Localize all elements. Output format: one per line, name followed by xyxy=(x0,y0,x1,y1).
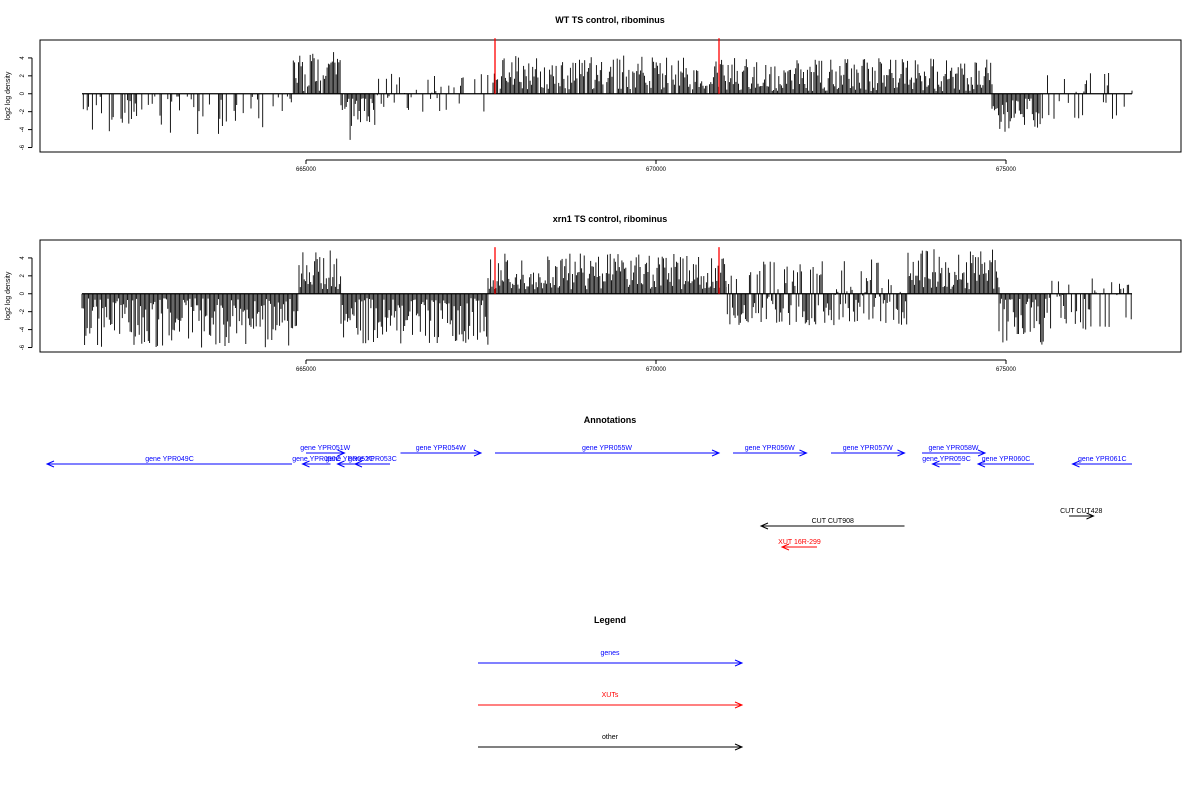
legend-arrowhead xyxy=(734,701,744,709)
feature-label: CUT CUT908 xyxy=(812,518,854,525)
annotation-feature: gene YPR059C xyxy=(922,456,971,468)
y-tick-label: 2 xyxy=(20,74,26,78)
feature-label: gene YPR060C xyxy=(982,456,1031,463)
y-tick-label: -4 xyxy=(20,326,26,332)
annotation-feature: gene YPR051W xyxy=(300,445,351,457)
annotation-features: gene YPR049C gene YPR050C gene YPR051W gene… xyxy=(45,445,1132,551)
feature-arrowhead xyxy=(977,449,987,457)
xrn1-track-title: xrn1 TS control, ribominus xyxy=(553,214,668,224)
annotation-feature: gene YPR053C xyxy=(348,456,397,468)
annotation-feature: XUT 16R-299 xyxy=(778,539,821,551)
x-tick-label: 670000 xyxy=(646,167,667,173)
xrn1-axes: -6 -4 -2 0 2 4 665000 670000 675000 xyxy=(20,256,1017,373)
feature-label: gene YPR061C xyxy=(1078,456,1127,463)
feature-label: CUT CUT428 xyxy=(1060,508,1102,515)
feature-label: gene YPR051W xyxy=(300,445,350,452)
y-tick-label: -6 xyxy=(20,144,26,150)
feature-label: gene YPR055W xyxy=(582,445,632,452)
feature-arrowhead xyxy=(337,449,346,457)
feature-arrowhead xyxy=(711,449,721,457)
y-tick-label: 0 xyxy=(20,91,26,95)
legend-panel: Legend genes XUTs other xyxy=(478,615,744,751)
x-tick-label: 665000 xyxy=(296,367,317,373)
feature-label: XUT 16R-299 xyxy=(778,539,821,546)
feature-label: gene YPR058W xyxy=(928,445,978,452)
feature-arrowhead xyxy=(976,460,986,468)
wt-track-title: WT TS control, ribominus xyxy=(555,15,665,25)
feature-arrowhead xyxy=(897,449,906,457)
annotation-feature: gene YPR057W xyxy=(831,445,906,457)
y-tick-label: 4 xyxy=(20,56,26,60)
y-tick-label: 4 xyxy=(20,256,26,260)
feature-label: gene YPR052C xyxy=(325,456,374,463)
y-tick-label: -2 xyxy=(20,108,26,114)
legend-item: XUTs xyxy=(478,692,744,709)
annotation-feature: gene YPR050C xyxy=(292,456,341,468)
feature-arrowhead xyxy=(301,460,310,468)
legend-items: genes XUTs other xyxy=(478,650,744,751)
feature-arrowhead xyxy=(1071,460,1080,468)
legend-item-label: XUTs xyxy=(602,692,619,699)
wt-y-axis-label: log2 log density xyxy=(5,71,12,120)
feature-arrowhead xyxy=(336,460,345,468)
feature-arrowhead xyxy=(931,460,940,468)
annotation-feature: gene YPR055W xyxy=(495,445,721,457)
y-tick-label: -4 xyxy=(20,126,26,132)
xrn1-plot-frame xyxy=(39,239,1182,353)
feature-arrowhead xyxy=(353,460,363,468)
legend-item: genes xyxy=(478,650,744,667)
feature-label: gene YPR056W xyxy=(745,445,795,452)
feature-label: gene YPR059C xyxy=(922,456,971,463)
feature-label: gene YPR050C xyxy=(292,456,341,463)
annotation-feature: CUT CUT908 xyxy=(759,518,905,530)
annotation-feature: gene YPR056W xyxy=(733,445,808,457)
xrn1-y-axis-label: log2 log density xyxy=(5,271,12,320)
y-tick-label: 0 xyxy=(20,291,26,295)
feature-arrowhead xyxy=(799,449,808,457)
legend-item-label: other xyxy=(602,734,619,741)
annotation-feature: gene YPR058W xyxy=(922,445,987,457)
feature-arrowhead xyxy=(45,460,55,468)
x-tick-label: 675000 xyxy=(996,167,1017,173)
legend-arrowhead xyxy=(734,659,744,667)
annotation-feature: CUT CUT428 xyxy=(1060,508,1102,520)
annotation-feature: gene YPR060C xyxy=(976,456,1034,468)
x-tick-label: 665000 xyxy=(296,167,317,173)
x-tick-label: 670000 xyxy=(646,367,667,373)
feature-arrowhead xyxy=(473,449,483,457)
annotations-title: Annotations xyxy=(584,415,637,425)
legend-title: Legend xyxy=(594,615,626,625)
y-tick-label: -6 xyxy=(20,344,26,350)
feature-arrowhead xyxy=(759,522,769,530)
feature-arrowhead xyxy=(780,543,790,551)
annotation-feature: gene YPR061C xyxy=(1071,456,1132,468)
wt-density-bars xyxy=(82,38,1133,140)
wt-axes: -6 -4 -2 0 2 4 665000 670000 675000 xyxy=(20,56,1017,173)
feature-label: gene YPR057W xyxy=(843,445,893,452)
legend-arrowhead xyxy=(734,743,744,751)
feature-label: gene YPR054W xyxy=(416,445,466,452)
feature-label: gene YPR049C xyxy=(145,456,194,463)
feature-label: gene YPR053C xyxy=(348,456,397,463)
y-tick-label: -2 xyxy=(20,308,26,314)
annotation-feature: gene YPR049C xyxy=(45,456,292,468)
annotations-panel: Annotations gene YPR049C gene YPR050Cgene… xyxy=(45,415,1132,551)
wt-track-panel: WT TS control, ribominus -6 -4 -2 0 2 4 665000… xyxy=(5,15,1182,173)
y-tick-label: 2 xyxy=(20,274,26,278)
feature-arrowhead xyxy=(1086,512,1095,520)
xrn1-track-panel: xrn1 TS control, ribominus -6 -4 -2 0 2 4 6650… xyxy=(5,214,1182,373)
wt-plot-frame xyxy=(39,39,1182,153)
xrn1-density-bars xyxy=(81,247,1132,348)
legend-item: other xyxy=(478,734,744,751)
legend-item-label: genes xyxy=(600,650,620,657)
annotation-feature: gene YPR054W xyxy=(400,445,483,457)
x-tick-label: 675000 xyxy=(996,367,1017,373)
